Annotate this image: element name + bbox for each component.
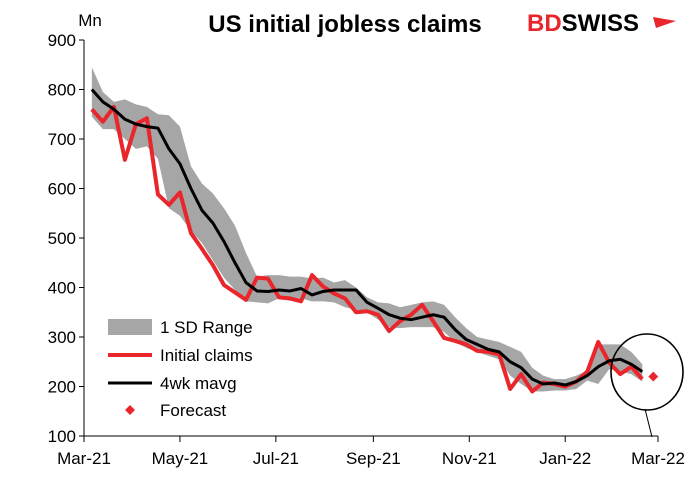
y-tick-label: 900 xyxy=(48,31,76,50)
forecast-highlight-circle xyxy=(610,333,684,438)
x-tick-label: Nov-21 xyxy=(442,449,497,468)
axes: 100 200 300 400 500 600 700 800 900 Mar-21 May-21 J… xyxy=(48,31,685,468)
legend-label: 1 SD Range xyxy=(160,318,253,337)
y-tick-label: 200 xyxy=(48,378,76,397)
legend-label: Initial claims xyxy=(160,346,253,365)
y-tick-label: 500 xyxy=(48,229,76,248)
legend-swatch-forecast xyxy=(125,405,135,415)
plot-area xyxy=(90,67,659,394)
y-tick-label: 300 xyxy=(48,328,76,347)
y-tick-label: 800 xyxy=(48,81,76,100)
y-tick-label: 600 xyxy=(48,180,76,199)
y-tick-label: 100 xyxy=(48,427,76,446)
x-tick-label: Jan-22 xyxy=(539,449,591,468)
y-axis-unit-label: Mn xyxy=(78,11,102,30)
legend-label: Forecast xyxy=(160,401,226,420)
x-tick-label: Mar-22 xyxy=(631,449,685,468)
legend-label: 4wk mavg xyxy=(160,374,237,393)
chart-title: US initial jobless claims xyxy=(208,11,481,38)
legend: 1 SD Range Initial claims 4wk mavg Forecast xyxy=(108,318,253,420)
x-tick-label: Jul-21 xyxy=(253,449,299,468)
y-tick-label: 700 xyxy=(48,130,76,149)
x-tick-label: Mar-21 xyxy=(57,449,111,468)
x-tick-label: Sep-21 xyxy=(346,449,401,468)
x-tick-label: May-21 xyxy=(152,449,209,468)
forecast-point xyxy=(648,371,659,382)
mavg-line xyxy=(90,88,644,387)
logo-text-part1: BDSWISS xyxy=(527,10,639,37)
sd-range-band xyxy=(91,67,643,392)
legend-swatch-sd-range xyxy=(108,319,152,335)
y-tick-label: 400 xyxy=(48,279,76,298)
logo-arrow-icon xyxy=(653,17,676,28)
bdswiss-logo: BDSWISS xyxy=(527,10,676,37)
